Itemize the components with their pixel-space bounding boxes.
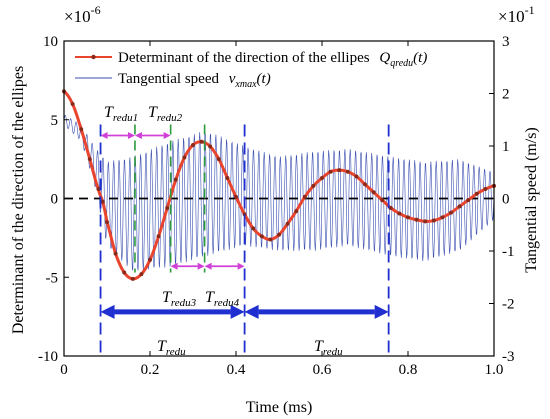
left-axis-label: Determinant of the direction of the elli… — [10, 66, 27, 334]
y-right-tick-label: 0 — [502, 192, 510, 208]
y-right-tick-label: 2 — [502, 87, 510, 103]
determinant-point — [70, 102, 75, 106]
x-tick-label: 0.2 — [141, 362, 160, 378]
determinant-point — [148, 257, 152, 262]
determinant-point — [440, 215, 445, 220]
x-tick-label: 0 — [60, 362, 68, 378]
determinant-point — [354, 174, 359, 179]
determinant-point — [96, 187, 101, 192]
determinant-point — [345, 169, 350, 174]
determinant-point — [414, 217, 419, 222]
determinant-point — [311, 183, 316, 188]
determinant-point — [100, 199, 105, 204]
determinant-point — [259, 234, 264, 239]
label-t-redu-a: Tredu — [157, 338, 186, 358]
y-right-tick-label: -2 — [502, 297, 515, 313]
determinant-point — [397, 211, 402, 216]
determinant-point — [474, 191, 479, 196]
x-axis-label: Time (ms) — [246, 399, 313, 416]
y-left-tick-label: 5 — [51, 113, 59, 129]
legend-label-ellipse: Determinant of the direction of the elli… — [118, 50, 427, 69]
x-tick-label: 1.0 — [485, 362, 504, 378]
arrow-t-redu-b — [244, 304, 389, 319]
y-right-tick-label: -1 — [502, 244, 515, 260]
determinant-point — [388, 205, 393, 210]
determinant-point — [328, 169, 333, 174]
determinant-point — [113, 251, 118, 256]
determinant-point — [363, 182, 367, 187]
determinant-point — [105, 220, 109, 225]
determinant-point — [466, 198, 471, 203]
y-left-tick-label: -10 — [38, 349, 58, 365]
determinant-point — [302, 194, 307, 199]
y-left-tick-label: 0 — [51, 192, 59, 208]
determinant-point — [294, 209, 299, 214]
determinant-point — [199, 139, 204, 144]
y-right-tick-label: -3 — [502, 349, 515, 365]
determinant-point — [122, 270, 127, 275]
determinant-point — [449, 210, 453, 215]
right-multiplier: ×10-1 — [498, 3, 535, 26]
right-axis-label: Tangential speed (m/s) — [523, 127, 540, 273]
determinant-point — [216, 157, 221, 162]
determinant-point — [380, 198, 385, 203]
determinant-point — [208, 144, 213, 149]
determinant-point — [173, 177, 178, 182]
determinant-point — [423, 219, 428, 224]
determinant-point — [337, 168, 342, 173]
determinant-point — [87, 157, 92, 162]
determinant-point — [156, 234, 161, 239]
y-right-tick-label: 1 — [502, 139, 510, 155]
arrow-t-redu-a — [100, 304, 245, 319]
label-t-redu2: Tredu2 — [148, 104, 183, 124]
arrow-t-redu2 — [134, 132, 171, 139]
determinant-point — [79, 127, 84, 132]
legend: Determinant of the direction of the elli… — [75, 50, 427, 90]
determinant-point — [251, 226, 256, 231]
legend-label-speed: Tangential speed vxmax(t) — [118, 71, 271, 90]
determinant-point — [182, 155, 187, 160]
legend-marker-ellipse — [91, 54, 96, 60]
left-multiplier: ×10-6 — [64, 3, 101, 26]
determinant-point — [285, 221, 290, 226]
x-tick-label: 0.8 — [399, 362, 418, 378]
determinant-point — [268, 237, 273, 242]
determinant-point — [431, 218, 436, 223]
x-tick-label: 0.4 — [227, 362, 246, 378]
determinant-point — [406, 215, 410, 220]
y-right-tick-label: 3 — [502, 34, 510, 50]
determinant-point — [139, 272, 144, 277]
y-left-tick-label: -5 — [46, 270, 59, 286]
determinant-point — [277, 232, 281, 237]
determinant-point — [320, 176, 324, 181]
determinant-point — [483, 187, 488, 192]
plot-layer — [62, 89, 496, 356]
determinant-point — [242, 212, 247, 217]
arrow-t-redu1 — [100, 132, 135, 139]
arrow-t-redu4 — [204, 262, 245, 270]
determinant-point — [234, 194, 238, 199]
determinant-point — [191, 142, 195, 147]
label-t-redu1: Tredu1 — [104, 104, 138, 124]
arrow-t-redu3 — [170, 262, 205, 270]
label-t-redu-b: Tredu — [314, 338, 343, 358]
determinant-point — [165, 205, 170, 210]
y-left-tick-label: 10 — [43, 34, 58, 50]
label-t-redu4: Tredu4 — [205, 289, 240, 309]
determinant-point — [457, 204, 462, 209]
determinant-point — [130, 276, 135, 281]
determinant-point — [225, 176, 230, 181]
determinant-point — [371, 190, 376, 195]
x-tick-label: 0.6 — [313, 362, 332, 378]
label-t-redu3: Tredu3 — [162, 289, 197, 309]
